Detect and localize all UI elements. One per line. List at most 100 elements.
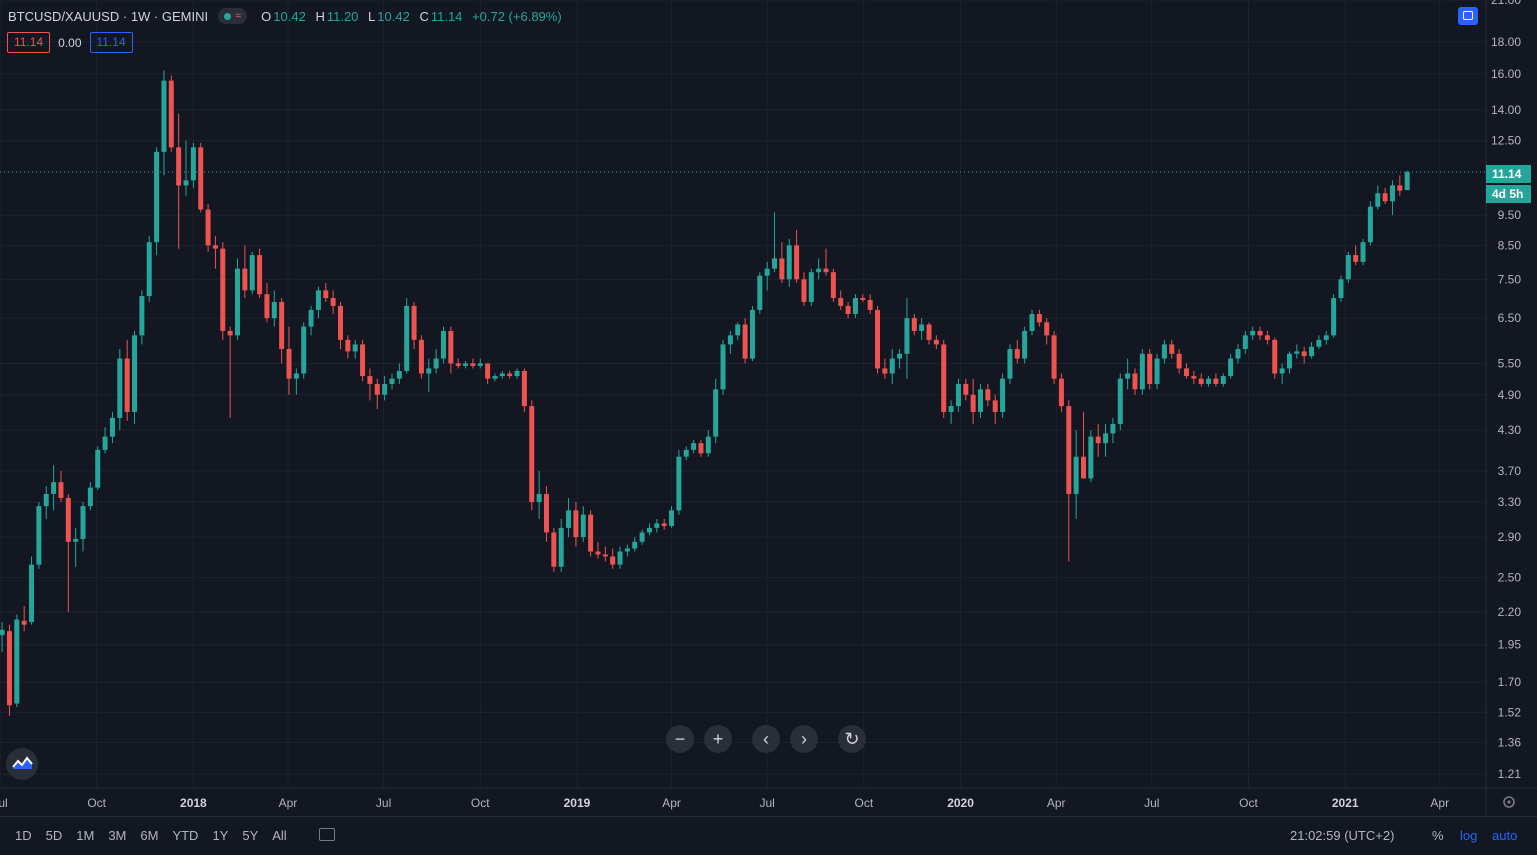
candle-body [1000,378,1006,412]
range-5d[interactable]: 5D [45,828,63,843]
candle [117,349,123,431]
range-3m[interactable]: 3M [108,828,127,843]
candle-body [617,551,623,565]
candle [1397,175,1403,196]
price-chart[interactable]: 1.21 1.36 1.52 1.70 1.95 2.20 2.50 2.90 3.30 3.70… [0,0,1537,816]
compare-calendar-icon[interactable] [318,828,335,841]
candle [705,430,711,457]
range-1m[interactable]: 1M [76,828,95,843]
candle-body [727,335,733,345]
last-price-tag: 11.14 [1486,165,1531,183]
y-tick-label: 1.21 [1498,767,1522,781]
candle [992,394,998,424]
scroll-controls: ‹ › [752,725,818,753]
candle-body [1397,185,1403,191]
candle-body [257,255,263,295]
candle [1147,349,1153,390]
time-scale: Jul Oct 2018 Apr Jul Oct 2019 Apr Jul Oct 2020 Apr J… [0,796,1449,810]
candle [1014,339,1020,364]
candle [595,541,601,559]
candle-body [705,436,711,454]
candle [212,235,218,269]
zoom-in-icon[interactable]: + [704,725,732,753]
candle [65,493,71,613]
candle [1161,339,1167,364]
candle [1294,344,1300,359]
interval-label[interactable]: 1W [130,8,151,24]
candle [1036,309,1042,327]
candle-body [220,248,226,331]
candle [1279,363,1285,384]
candle [198,142,204,213]
candle [389,373,395,390]
candle-body [566,510,572,528]
candle [610,548,616,569]
candle [1213,373,1219,387]
candle-body [198,147,204,210]
percent-scale-toggle[interactable]: % [1432,828,1444,843]
candle [1228,353,1234,379]
scroll-right-icon[interactable]: › [790,725,818,753]
candle [382,376,388,401]
candle-body [345,339,351,352]
settings-gear-icon[interactable] [1503,796,1515,808]
chart-grid [0,0,1486,788]
symbol-title[interactable]: BTCUSD/XAUUSD · 1W · GEMINI [8,8,209,24]
range-all[interactable]: All [272,828,287,843]
candle-body [301,326,307,374]
candle [985,383,991,407]
auto-scale-toggle[interactable]: auto [1492,828,1518,843]
log-scale-toggle[interactable]: log [1460,828,1478,843]
candle [21,605,27,632]
candle [301,322,307,379]
candle [139,290,145,345]
candle [757,272,763,314]
range-1d[interactable]: 1D [15,828,32,843]
candle [132,330,138,424]
market-status[interactable]: ≈ [218,8,248,24]
candle [227,326,233,418]
candle-body [882,368,888,374]
candle [1183,363,1189,379]
candle-body [337,305,343,340]
candle-body [860,298,866,300]
maximize-icon[interactable] [1458,7,1478,25]
candle-body [911,318,917,331]
candle-body [1404,171,1410,191]
candle [749,305,755,361]
x-tick-label: 2018 [180,796,207,810]
range-6m[interactable]: 6M [140,828,159,843]
candle-body [109,417,115,437]
symbol-name[interactable]: BTCUSD/XAUUSD [8,8,120,24]
value-box-red: 11.14 [7,32,51,53]
scroll-left-icon[interactable]: ‹ [752,725,780,753]
tradingview-logo-icon[interactable] [6,748,38,780]
candle-body [963,383,969,395]
candle-body [735,324,741,336]
candle [440,326,446,364]
candle [1235,344,1241,364]
candle-body [279,301,285,350]
range-1y[interactable]: 1Y [212,828,229,843]
zoom-out-icon[interactable]: − [666,725,694,753]
candle-body [154,151,160,243]
candle-body [588,514,594,552]
candle [176,113,182,249]
candle [698,439,704,457]
candle [742,318,748,364]
candle-body [1309,346,1315,357]
candle-body [639,532,645,542]
candle-body [875,309,881,369]
candle-body [293,373,299,379]
candle [1264,330,1270,345]
reset-icon[interactable]: ↻ [838,725,866,753]
candle [823,248,829,276]
range-5y[interactable]: 5Y [242,828,259,843]
candle [1323,330,1329,345]
candle [852,294,858,319]
candle [735,322,741,340]
range-ytd[interactable]: YTD [172,828,199,843]
candle-body [1058,378,1064,407]
clock[interactable]: 21:02:59 (UTC+2) [1290,828,1395,843]
candle-body [1345,255,1351,280]
